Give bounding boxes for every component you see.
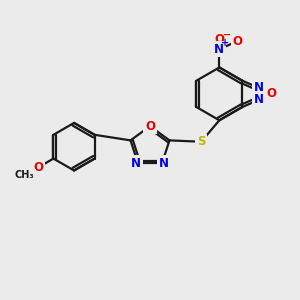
Text: N: N bbox=[159, 157, 169, 170]
Text: N: N bbox=[254, 81, 264, 94]
Text: O: O bbox=[232, 34, 242, 47]
Text: −: − bbox=[223, 29, 231, 39]
Text: O: O bbox=[266, 87, 276, 101]
Text: O: O bbox=[214, 33, 224, 46]
Text: CH₃: CH₃ bbox=[14, 170, 34, 180]
Text: N: N bbox=[214, 43, 224, 56]
Text: +: + bbox=[221, 38, 230, 48]
Text: N: N bbox=[254, 93, 264, 106]
Text: O: O bbox=[145, 120, 155, 133]
Text: O: O bbox=[34, 161, 44, 174]
Text: S: S bbox=[197, 135, 206, 148]
Text: N: N bbox=[131, 157, 141, 170]
